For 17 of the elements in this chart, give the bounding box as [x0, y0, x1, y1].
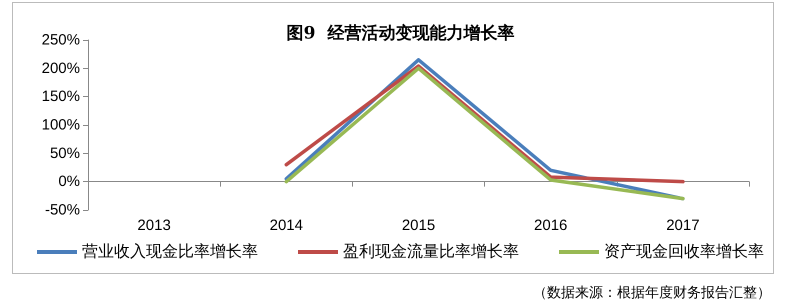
x-tick-label: 2016: [534, 217, 568, 234]
x-tick-label: 2013: [137, 217, 171, 234]
y-tick-label: 150%: [42, 88, 80, 106]
legend-label: 营业收入现金比率增长率: [82, 242, 258, 260]
y-tick-label: 200%: [42, 60, 80, 77]
y-tick-label: 50%: [50, 144, 80, 162]
x-tick-label: 2017: [666, 217, 700, 234]
y-tick-label: -50%: [44, 202, 80, 218]
y-tick-label: 250%: [42, 32, 80, 48]
text: （数据来源：根据年度财务报告汇整）: [533, 284, 771, 300]
y-tick-label: 0%: [58, 173, 80, 190]
y-tick-label: 100%: [42, 116, 80, 134]
legend-label: 资产现金回收率增长率: [604, 242, 764, 260]
chart-title: 图9 经营活动变现能力增长率: [286, 24, 514, 44]
x-tick-label: 2014: [270, 217, 303, 234]
x-tick-label: 2015: [402, 217, 436, 234]
legend-label: 盈利现金流量比率增长率: [343, 242, 519, 260]
